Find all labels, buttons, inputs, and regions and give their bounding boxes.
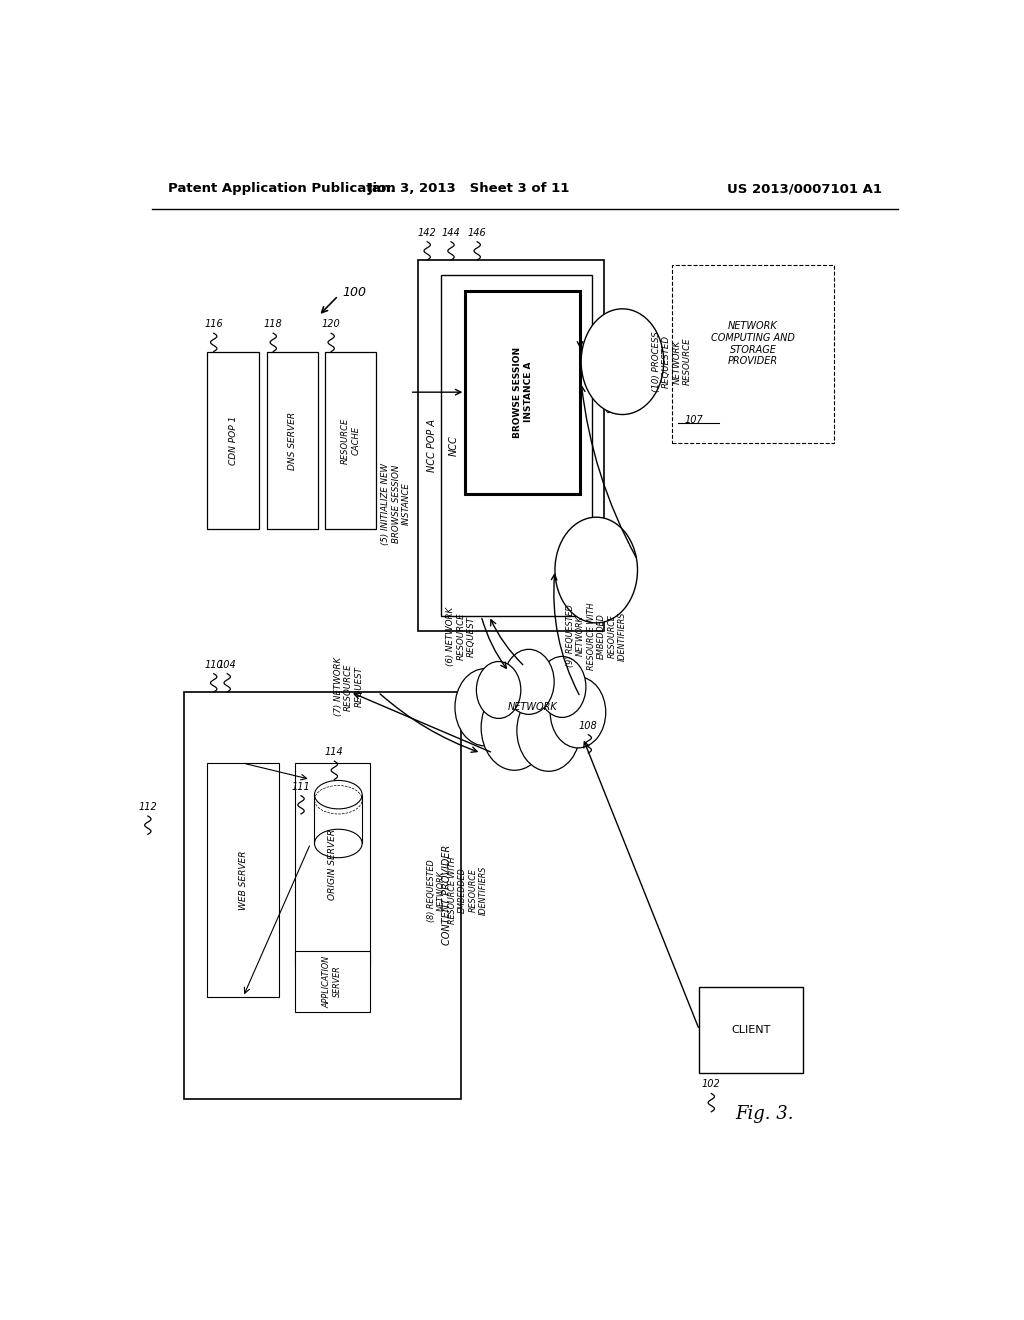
Ellipse shape [314,780,362,809]
Text: (8) REQUESTED
NETWORK
RESOURCE WITH
EMBEDDED
RESOURCE
IDENTIFIERS: (8) REQUESTED NETWORK RESOURCE WITH EMBE… [427,857,487,924]
FancyBboxPatch shape [295,952,370,1012]
FancyBboxPatch shape [441,276,592,615]
Text: CDN POP 1: CDN POP 1 [228,416,238,465]
Text: STORAGE: STORAGE [607,367,617,413]
Circle shape [517,690,581,771]
Text: 108: 108 [579,721,598,731]
Circle shape [455,669,515,746]
Text: 120: 120 [322,319,341,329]
FancyBboxPatch shape [325,351,377,529]
Text: 112: 112 [138,803,158,812]
Text: NCC POP A: NCC POP A [427,418,437,473]
Text: US 2013/0007101 A1: US 2013/0007101 A1 [727,182,882,195]
Text: CLIENT: CLIENT [731,1024,771,1035]
Text: 114: 114 [325,747,344,758]
Text: 144: 144 [441,227,461,238]
Text: WEB SERVER: WEB SERVER [239,850,248,909]
Text: 111: 111 [292,781,310,792]
FancyBboxPatch shape [699,987,803,1073]
Text: (6) NETWORK
RESOURCE
REQUEST: (6) NETWORK RESOURCE REQUEST [446,607,476,665]
Circle shape [555,517,638,623]
Circle shape [550,677,606,748]
FancyBboxPatch shape [314,795,362,843]
Text: (5) INITIALIZE NEW
BROWSE SESSION
INSTANCE: (5) INITIALIZE NEW BROWSE SESSION INSTAN… [381,463,412,545]
Text: NCC: NCC [450,436,459,455]
Circle shape [476,661,521,718]
Text: 146: 146 [468,227,486,238]
Circle shape [504,649,554,714]
Text: (10) PROCESS
REQUESTED
NETWORK
RESOURCE: (10) PROCESS REQUESTED NETWORK RESOURCE [651,331,692,392]
Text: 110: 110 [205,660,223,669]
Text: CONTENT PROVIDER: CONTENT PROVIDER [442,845,452,945]
FancyBboxPatch shape [465,290,581,494]
FancyBboxPatch shape [672,265,835,444]
Circle shape [582,309,664,414]
Text: 142: 142 [418,227,436,238]
FancyBboxPatch shape [207,763,279,997]
Text: 100: 100 [342,286,367,300]
Circle shape [481,685,548,771]
Text: DNS SERVER: DNS SERVER [288,412,297,470]
FancyBboxPatch shape [267,351,318,529]
Text: 104: 104 [218,660,237,669]
Text: 107: 107 [684,414,703,425]
Text: 116: 116 [205,319,223,329]
Text: RESOURCE
CACHE: RESOURCE CACHE [341,417,360,463]
FancyBboxPatch shape [183,692,461,1098]
Text: 102: 102 [701,1080,721,1089]
Text: (7) NETWORK
RESOURCE
REQUEST: (7) NETWORK RESOURCE REQUEST [334,657,364,717]
Text: NETWORK: NETWORK [508,702,558,713]
Circle shape [539,656,586,718]
Text: Fig. 3.: Fig. 3. [735,1105,794,1123]
FancyBboxPatch shape [295,763,370,966]
Text: Patent Application Publication: Patent Application Publication [168,182,395,195]
FancyBboxPatch shape [418,260,604,631]
FancyBboxPatch shape [207,351,259,529]
Text: ORIGIN SERVER: ORIGIN SERVER [328,829,337,900]
Text: APPLICATION
SERVER: APPLICATION SERVER [323,956,342,1007]
Text: NETWORK
COMPUTING AND
STORAGE
PROVIDER: NETWORK COMPUTING AND STORAGE PROVIDER [711,322,795,366]
Text: (9) REQUESTED
NETWORK
RESOURCE WITH
EMBEDDED
RESOURCE
IDENTIFIERS: (9) REQUESTED NETWORK RESOURCE WITH EMBE… [565,602,627,669]
Text: BROWSE SESSION
INSTANCE A: BROWSE SESSION INSTANCE A [513,347,532,438]
Text: Jan. 3, 2013   Sheet 3 of 11: Jan. 3, 2013 Sheet 3 of 11 [368,182,570,195]
Text: 118: 118 [264,319,283,329]
